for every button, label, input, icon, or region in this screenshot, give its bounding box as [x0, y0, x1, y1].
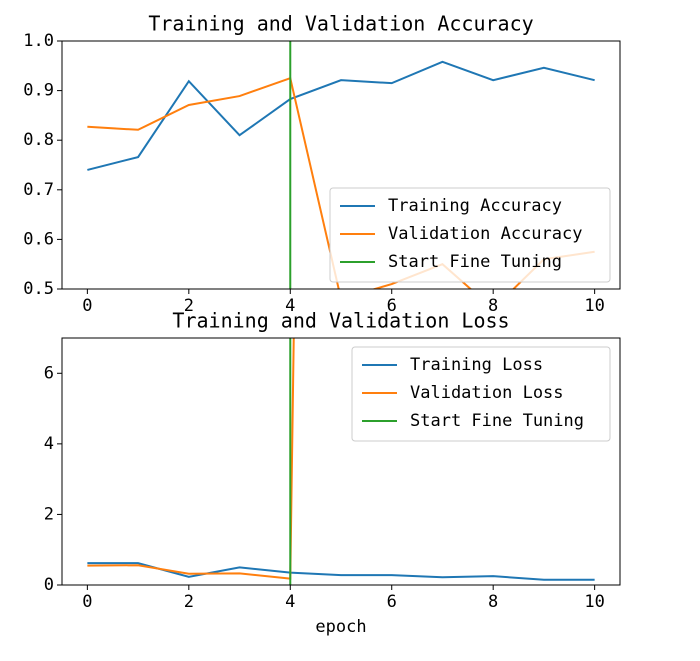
series-line	[87, 338, 295, 580]
x-tick-label: 4	[285, 592, 295, 612]
legend-box	[351, 346, 611, 442]
legend-label: Start Fine Tuning	[388, 252, 562, 272]
x-tick-label: 0	[82, 296, 92, 316]
y-tick-label: 0	[44, 575, 54, 595]
plot-frame	[61, 337, 621, 586]
y-tick-label: 0.6	[23, 229, 54, 249]
x-tick-label: 6	[387, 296, 397, 316]
x-tick-label: 4	[285, 296, 295, 316]
x-tick-label: 0	[82, 592, 92, 612]
x-tick-label: 6	[387, 592, 397, 612]
series-line	[87, 60, 595, 171]
x-axis-label: epoch	[315, 617, 366, 637]
y-tick-label: 0.7	[23, 180, 54, 200]
x-tick-label: 2	[184, 592, 194, 612]
y-tick-label: 6	[44, 363, 54, 383]
y-tick-label: 2	[44, 504, 54, 524]
y-tick-label: 1.0	[23, 31, 54, 51]
legend-label: Validation Loss	[410, 383, 564, 403]
plot-lines	[87, 338, 595, 585]
y-tick-label: 0.5	[23, 279, 54, 299]
legend: Training Accuracy Validation Accuracy Star…	[329, 187, 611, 283]
x-tick-label: 2	[184, 296, 194, 316]
y-tick-label: 0.8	[23, 130, 54, 150]
x-tick-label: 10	[584, 296, 604, 316]
y-tick-label: 0.9	[23, 81, 54, 101]
y-tick-label: 4	[44, 434, 54, 454]
chart-title: Training and Validation Loss	[172, 309, 509, 333]
series-line	[87, 76, 595, 289]
x-tick-label: 10	[584, 592, 604, 612]
legend-label: Validation Accuracy	[388, 224, 582, 244]
x-tick-label: 8	[488, 296, 498, 316]
plot-lines	[87, 41, 595, 289]
chart-title: Training and Validation Accuracy	[148, 12, 533, 36]
x-tick-label: 8	[488, 592, 498, 612]
legend-label: Training Loss	[410, 355, 543, 375]
legend-label: Training Accuracy	[388, 196, 562, 216]
series-line	[87, 562, 595, 581]
subplot: Training and Validation Loss 0 2 4 6 8 10 0 2 4 6 e…	[44, 309, 621, 637]
legend: Training Loss Validation Loss Start Fine T…	[351, 346, 611, 442]
legend-label: Start Fine Tuning	[410, 411, 584, 431]
plot-frame	[61, 40, 621, 290]
subplot: Training and Validation Accuracy 0 2 4 6 8 10 0…	[23, 12, 621, 316]
legend-box	[329, 187, 611, 283]
